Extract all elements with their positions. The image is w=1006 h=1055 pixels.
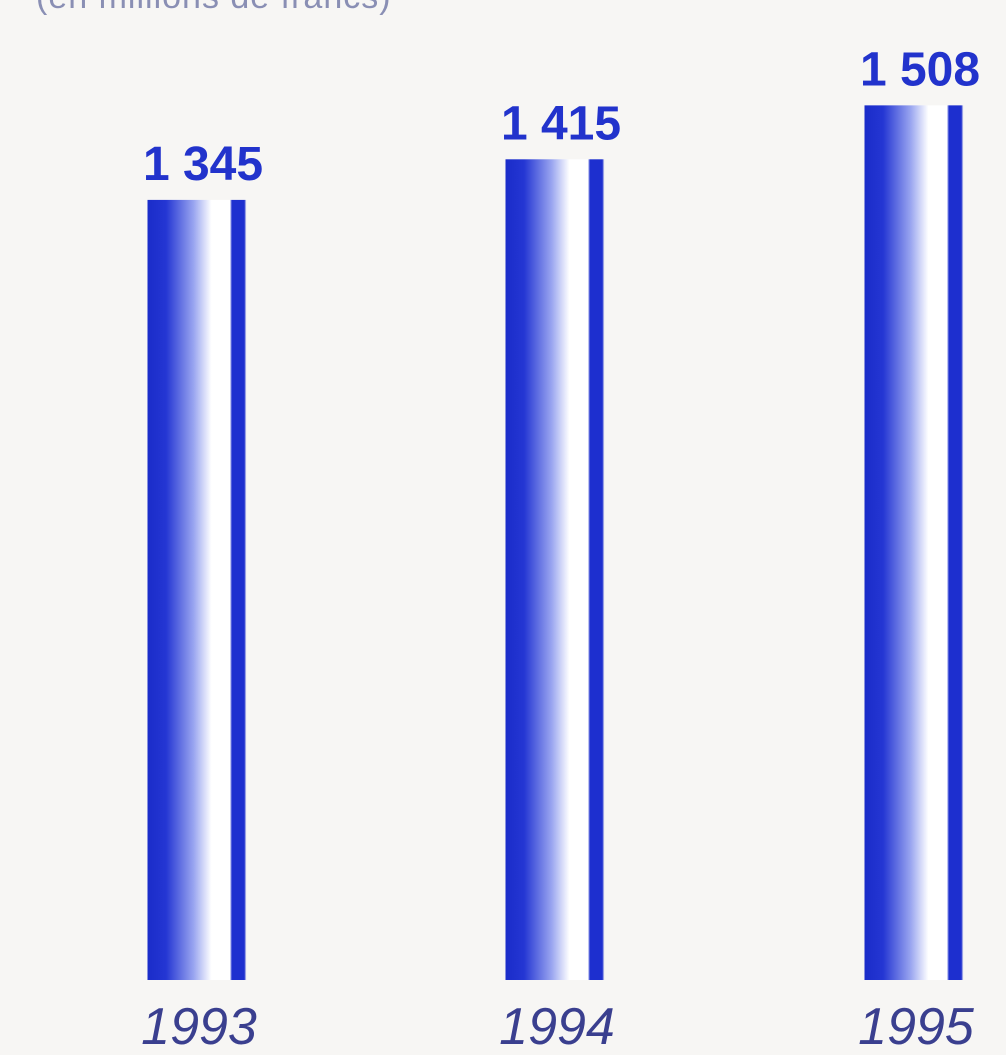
bar-1995 xyxy=(864,105,968,981)
bar-1994 xyxy=(505,159,609,981)
bar-1993 xyxy=(147,199,251,980)
category-label-1994: 1994 xyxy=(499,998,615,1055)
chart-subtitle: (en millions de francs) xyxy=(36,0,392,17)
category-label-1993: 1993 xyxy=(141,998,257,1055)
value-label-1993: 1 345 xyxy=(143,138,263,191)
category-label-1995: 1995 xyxy=(858,998,975,1055)
value-label-1995: 1 508 xyxy=(860,43,980,96)
value-label-1994: 1 415 xyxy=(501,97,621,150)
